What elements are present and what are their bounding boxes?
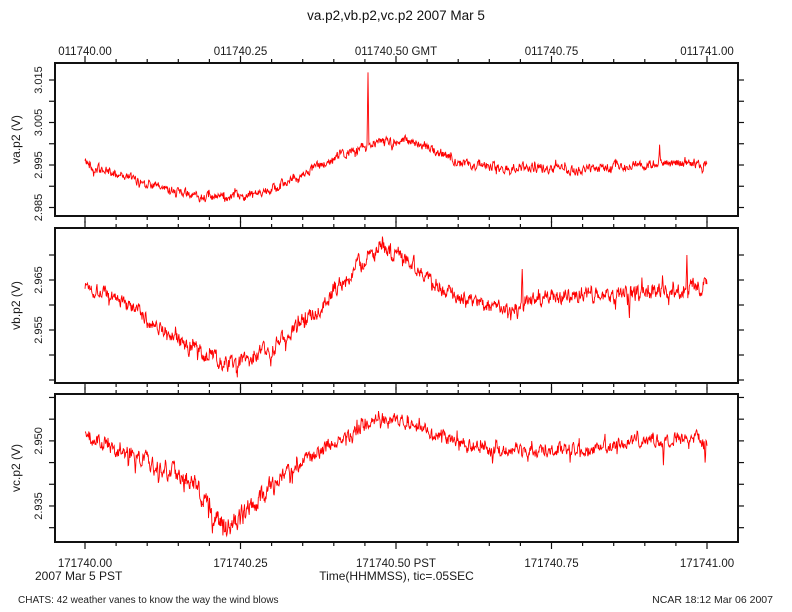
- footer-ncar-timestamp: NCAR 18:12 Mar 06 2007: [652, 594, 773, 606]
- date-label: 2007 Mar 5 PST: [35, 569, 123, 583]
- y-tick-label: 2.985: [33, 194, 45, 222]
- top-axis-tick-label: 011740.00: [58, 46, 112, 58]
- panel-frame: [54, 62, 739, 217]
- panel-vc-p2: 2.950 2.935 vc.p2 (V): [9, 387, 744, 549]
- top-axis-tick-label: 011740.50 GMT: [355, 46, 437, 58]
- y-axis-label: vb.p2 (V): [9, 281, 23, 330]
- bottom-axis-tick-label: 171740.00: [58, 558, 112, 570]
- panel-vb-p2: 2.965 2.955 vb.p2 (V): [9, 221, 744, 390]
- y-axis-label: vc.p2 (V): [9, 444, 23, 492]
- y-tick-label: 2.965: [33, 266, 45, 294]
- bottom-axis-tick-label: 171741.00: [680, 558, 734, 570]
- bottom-axis-tick-label: 171740.50 PST: [356, 558, 436, 570]
- footer-dataset-note: CHATS: 42 weather vanes to know the way …: [18, 595, 279, 606]
- bottom-axis-tick-label: 171740.75: [524, 558, 578, 570]
- data-line-va-p2: [84, 72, 708, 203]
- y-tick-label: 3.005: [33, 109, 45, 137]
- panel-va-p2: 3.015 3.005 2.995 2.985 va.p2 (V): [9, 56, 744, 223]
- data-line-vc-p2: [84, 411, 708, 538]
- x-axis-label: Time(HHMMSS), tic=.05SEC: [319, 569, 474, 583]
- y-tick-label: 3.015: [33, 66, 45, 94]
- y-tick-label: 2.950: [33, 427, 45, 455]
- y-tick-label: 2.995: [33, 151, 45, 179]
- chart-title: va.p2,vb.p2,vc.p2 2007 Mar 5: [307, 8, 485, 23]
- top-axis-tick-label: 011740.75: [525, 46, 579, 58]
- top-axis-tick-label: 011741.00: [680, 46, 734, 58]
- y-tick-label: 2.955: [33, 316, 45, 344]
- data-line-vb-p2: [84, 236, 708, 378]
- y-axis-label: va.p2 (V): [9, 115, 23, 164]
- y-tick-label: 2.935: [33, 492, 45, 520]
- bottom-axis-tick-label: 171740.25: [213, 558, 267, 570]
- top-axis-tick-label: 011740.25: [214, 46, 268, 58]
